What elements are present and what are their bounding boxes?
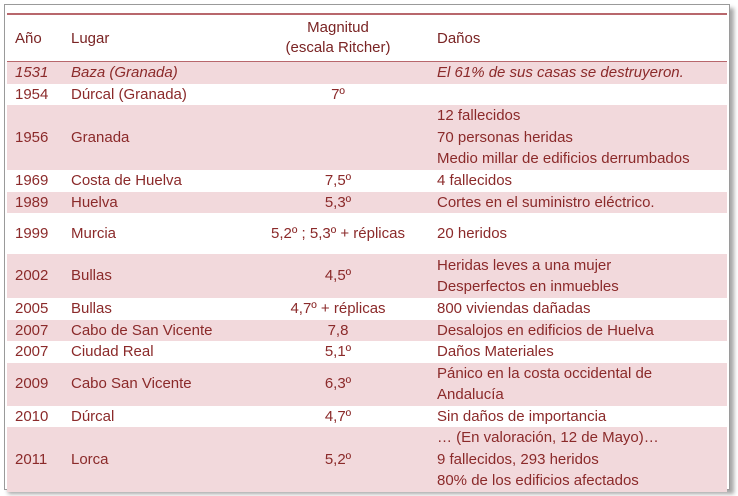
cell-damage: [429, 84, 727, 106]
cell-place: Granada: [63, 105, 247, 170]
table-row: 2005 Bullas 4,7º + réplicas 800 viviendas d…: [7, 298, 727, 320]
damage-line: El 61% de sus casas se destruyeron.: [437, 64, 684, 81]
cell-magnitude: 7,5º: [324, 172, 352, 189]
cell-place: Murcia: [71, 224, 117, 242]
damage-line: … (En valoración, 12 de Mayo)…: [437, 429, 659, 446]
cell-damage: 4 fallecidos: [429, 170, 727, 192]
table-row: 2007 Cabo de San Vicente 7,8 Desalojos en e…: [7, 319, 727, 341]
damage-line: Pánico en la costa occidental de Andaluc…: [437, 364, 653, 404]
damage-line: 80% de los edificios afectados: [437, 472, 639, 489]
cell-year: 2010: [15, 407, 49, 425]
cell-damage: Pánico en la costa occidental de Andaluc…: [429, 362, 727, 406]
damage-line: Desalojos en edificios de Huelva: [437, 321, 654, 339]
cell-year: 1531: [7, 61, 63, 84]
cell-place: Lorca: [63, 427, 247, 492]
cell-damage: 800 viviendas dañadas: [429, 298, 727, 320]
cell-damage: 20 heridos: [429, 213, 727, 254]
table-row: 2007 Ciudad Real 5,1º Daños Materiales: [7, 341, 727, 363]
table-row: 1999 Murcia 5,2º ; 5,3º + réplicas 20 herid…: [7, 213, 727, 254]
header-magnitude: Magnitud (escala Ritcher): [247, 13, 429, 62]
table-row: 1531 Baza (Granada) El 61% de sus casas se…: [7, 61, 727, 84]
damage-line: Sin daños de importancia: [437, 407, 607, 425]
table-row: 1989 Huelva 5,3º Cortes en el suministro el…: [7, 191, 727, 213]
damage-line: Cortes en el suministro eléctrico.: [437, 193, 655, 211]
damage-line: 20 heridos: [437, 224, 508, 242]
header-place: Lugar: [63, 13, 247, 62]
cell-place: Cabo de San Vicente: [63, 319, 247, 341]
cell-magnitude: 6,3º: [247, 362, 429, 406]
table-row: 2002 Bullas 4,5º Heridas leves a una mujer D…: [7, 254, 727, 298]
cell-magnitude: 5,2º: [247, 427, 429, 492]
cell-place: Huelva: [63, 191, 247, 213]
cell-damage: 12 fallecidos 70 personas heridas Medio mi…: [429, 105, 727, 170]
cell-place: Dúrcal: [71, 407, 115, 425]
cell-year: 1954: [15, 85, 49, 103]
header-damage: Daños: [429, 13, 727, 62]
cell-damage: Sin daños de importancia: [429, 406, 727, 428]
table-row: 2009 Cabo San Vicente 6,3º Pánico en la cos…: [7, 362, 727, 406]
cell-magnitude: 5,1º: [324, 343, 352, 360]
header-year: Año: [7, 13, 63, 62]
damage-line: Medio millar de edificios derrumbados: [437, 150, 690, 168]
table-row: 2010 Dúrcal 4,7º Sin daños de importancia: [7, 406, 727, 428]
table-row: 1956 Granada 12 fallecidos 70 personas heri…: [7, 105, 727, 170]
cell-magnitude: 7º: [331, 85, 345, 103]
cell-place: Ciudad Real: [71, 343, 154, 360]
cell-damage: Heridas leves a una mujer Desperfectos en…: [429, 254, 727, 298]
table-frame: Año Lugar Magnitud (escala Ritcher) Daño…: [4, 4, 730, 492]
cell-year: 1969: [15, 172, 49, 189]
header-magnitude-line1: Magnitud: [307, 19, 369, 36]
cell-year: 1956: [7, 105, 63, 170]
cell-magnitude: [247, 105, 429, 170]
cell-magnitude: 4,7º: [324, 407, 352, 425]
cell-magnitude: 5,2º ; 5,3º + réplicas: [271, 224, 405, 242]
damage-line: 70 personas heridas: [437, 128, 573, 146]
earthquake-table: Año Lugar Magnitud (escala Ritcher) Daño…: [7, 13, 727, 492]
header-row: Año Lugar Magnitud (escala Ritcher) Daño…: [7, 13, 727, 62]
cell-magnitude: 5,3º: [247, 191, 429, 213]
cell-place: Bullas: [71, 300, 112, 317]
cell-place: Dúrcal (Granada): [71, 85, 187, 103]
table-row: 1969 Costa de Huelva 7,5º 4 fallecidos: [7, 170, 727, 192]
damage-line: 9 fallecidos, 293 heridos: [437, 450, 599, 468]
cell-place: Costa de Huelva: [71, 172, 182, 189]
cell-place: Bullas: [63, 254, 247, 298]
cell-damage: Cortes en el suministro eléctrico.: [429, 191, 727, 213]
damage-line: Desperfectos en inmuebles: [437, 278, 619, 295]
cell-magnitude: 7,8: [247, 319, 429, 341]
table-row: 2011 Lorca 5,2º… (En valoración, 12 de May…: [7, 427, 727, 492]
cell-year: 1989: [7, 191, 63, 213]
cell-year: 2005: [15, 300, 49, 317]
cell-place: Baza (Granada): [63, 61, 247, 84]
cell-year: 2009: [7, 362, 63, 406]
damage-line: Heridas leves a una mujer: [437, 256, 612, 274]
damage-line: Daños Materiales: [437, 343, 554, 360]
damage-line: 800 viviendas dañadas: [437, 300, 591, 317]
cell-year: 2011: [7, 427, 63, 492]
cell-year: 2007: [7, 319, 63, 341]
cell-damage: … (En valoración, 12 de Mayo)… 9 fallecid…: [429, 427, 727, 492]
damage-line: 12 fallecidos: [437, 107, 521, 125]
cell-magnitude: 4,5º: [247, 254, 429, 298]
cell-place: Cabo San Vicente: [63, 362, 247, 406]
cell-damage: El 61% de sus casas se destruyeron.: [429, 61, 727, 84]
cell-magnitude: [247, 61, 429, 84]
cell-year: 2007: [15, 343, 49, 360]
cell-damage: Daños Materiales: [429, 341, 727, 363]
cell-magnitude: 4,7º + réplicas: [290, 300, 386, 317]
table-row: 1954 Dúrcal (Granada) 7º: [7, 84, 727, 106]
cell-year: 2002: [7, 254, 63, 298]
cell-year: 1999: [15, 224, 49, 242]
table-body: 1531 Baza (Granada) El 61% de sus casas se…: [7, 61, 727, 492]
header-magnitude-line2: (escala Ritcher): [285, 39, 391, 56]
cell-damage: Desalojos en edificios de Huelva: [429, 319, 727, 341]
damage-line: 4 fallecidos: [437, 172, 513, 189]
